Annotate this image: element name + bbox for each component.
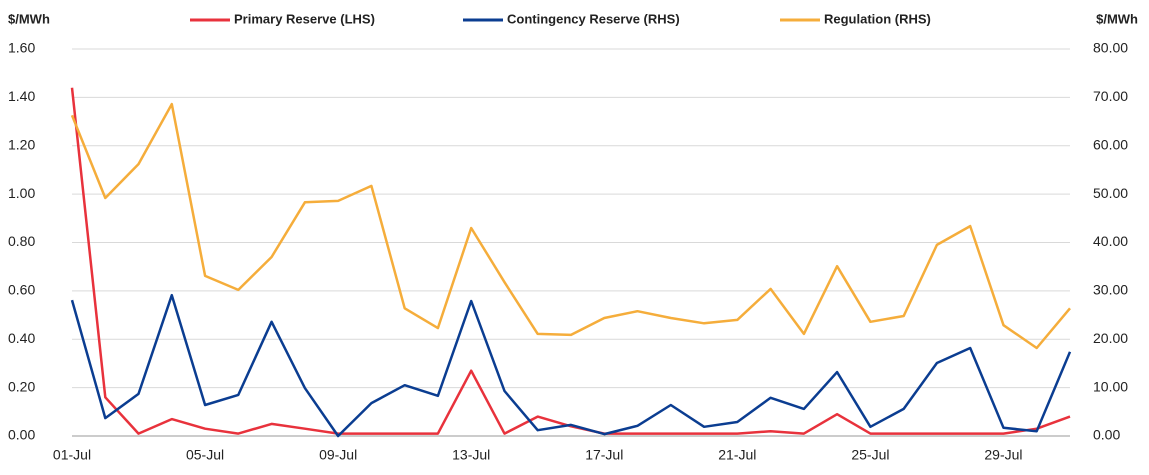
y2-tick-label: 80.00 bbox=[1093, 40, 1128, 56]
legend-label: Primary Reserve (LHS) bbox=[234, 11, 375, 26]
y-tick-label: 1.00 bbox=[8, 185, 35, 201]
x-tick-label: 13-Jul bbox=[452, 447, 490, 463]
y-tick-label: 0.20 bbox=[8, 378, 35, 394]
x-tick-label: 01-Jul bbox=[53, 447, 91, 463]
y2-tick-label: 40.00 bbox=[1093, 233, 1128, 249]
y-tick-label: 1.20 bbox=[8, 136, 35, 152]
y-tick-label: 0.80 bbox=[8, 233, 35, 249]
series-line bbox=[70, 293, 1072, 438]
y2-tick-label: 30.00 bbox=[1093, 282, 1128, 298]
y-tick-label: 0.60 bbox=[8, 282, 35, 298]
x-tick-label: 29-Jul bbox=[984, 447, 1022, 463]
y2-axis-label: $/MWh bbox=[1096, 11, 1138, 26]
x-tick-label: 05-Jul bbox=[186, 447, 224, 463]
y-axis-label: $/MWh bbox=[8, 11, 50, 26]
series-line bbox=[70, 87, 1071, 435]
y-tick-label: 1.40 bbox=[8, 88, 35, 104]
y2-tick-label: 20.00 bbox=[1093, 330, 1128, 346]
series-line bbox=[70, 102, 1071, 350]
y2-tick-label: 70.00 bbox=[1093, 88, 1128, 104]
y2-tick-label: 50.00 bbox=[1093, 185, 1128, 201]
x-tick-label: 09-Jul bbox=[319, 447, 357, 463]
y2-tick-label: 60.00 bbox=[1093, 136, 1128, 152]
legend-label: Regulation (RHS) bbox=[824, 11, 931, 26]
x-tick-label: 25-Jul bbox=[851, 447, 889, 463]
x-tick-label: 17-Jul bbox=[585, 447, 623, 463]
x-tick-label: 21-Jul bbox=[718, 447, 756, 463]
y-tick-label: 0.00 bbox=[8, 427, 35, 443]
y2-tick-label: 10.00 bbox=[1093, 378, 1128, 394]
y2-tick-label: 0.00 bbox=[1093, 427, 1120, 443]
legend-label: Contingency Reserve (RHS) bbox=[507, 11, 680, 26]
y-tick-label: 0.40 bbox=[8, 330, 35, 346]
y-tick-label: 1.60 bbox=[8, 40, 35, 56]
